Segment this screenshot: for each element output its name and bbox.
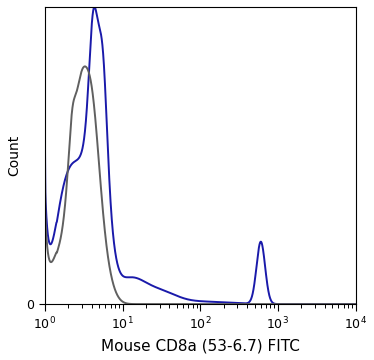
Y-axis label: Count: Count: [7, 135, 21, 176]
X-axis label: Mouse CD8a (53-6.7) FITC: Mouse CD8a (53-6.7) FITC: [101, 338, 300, 353]
